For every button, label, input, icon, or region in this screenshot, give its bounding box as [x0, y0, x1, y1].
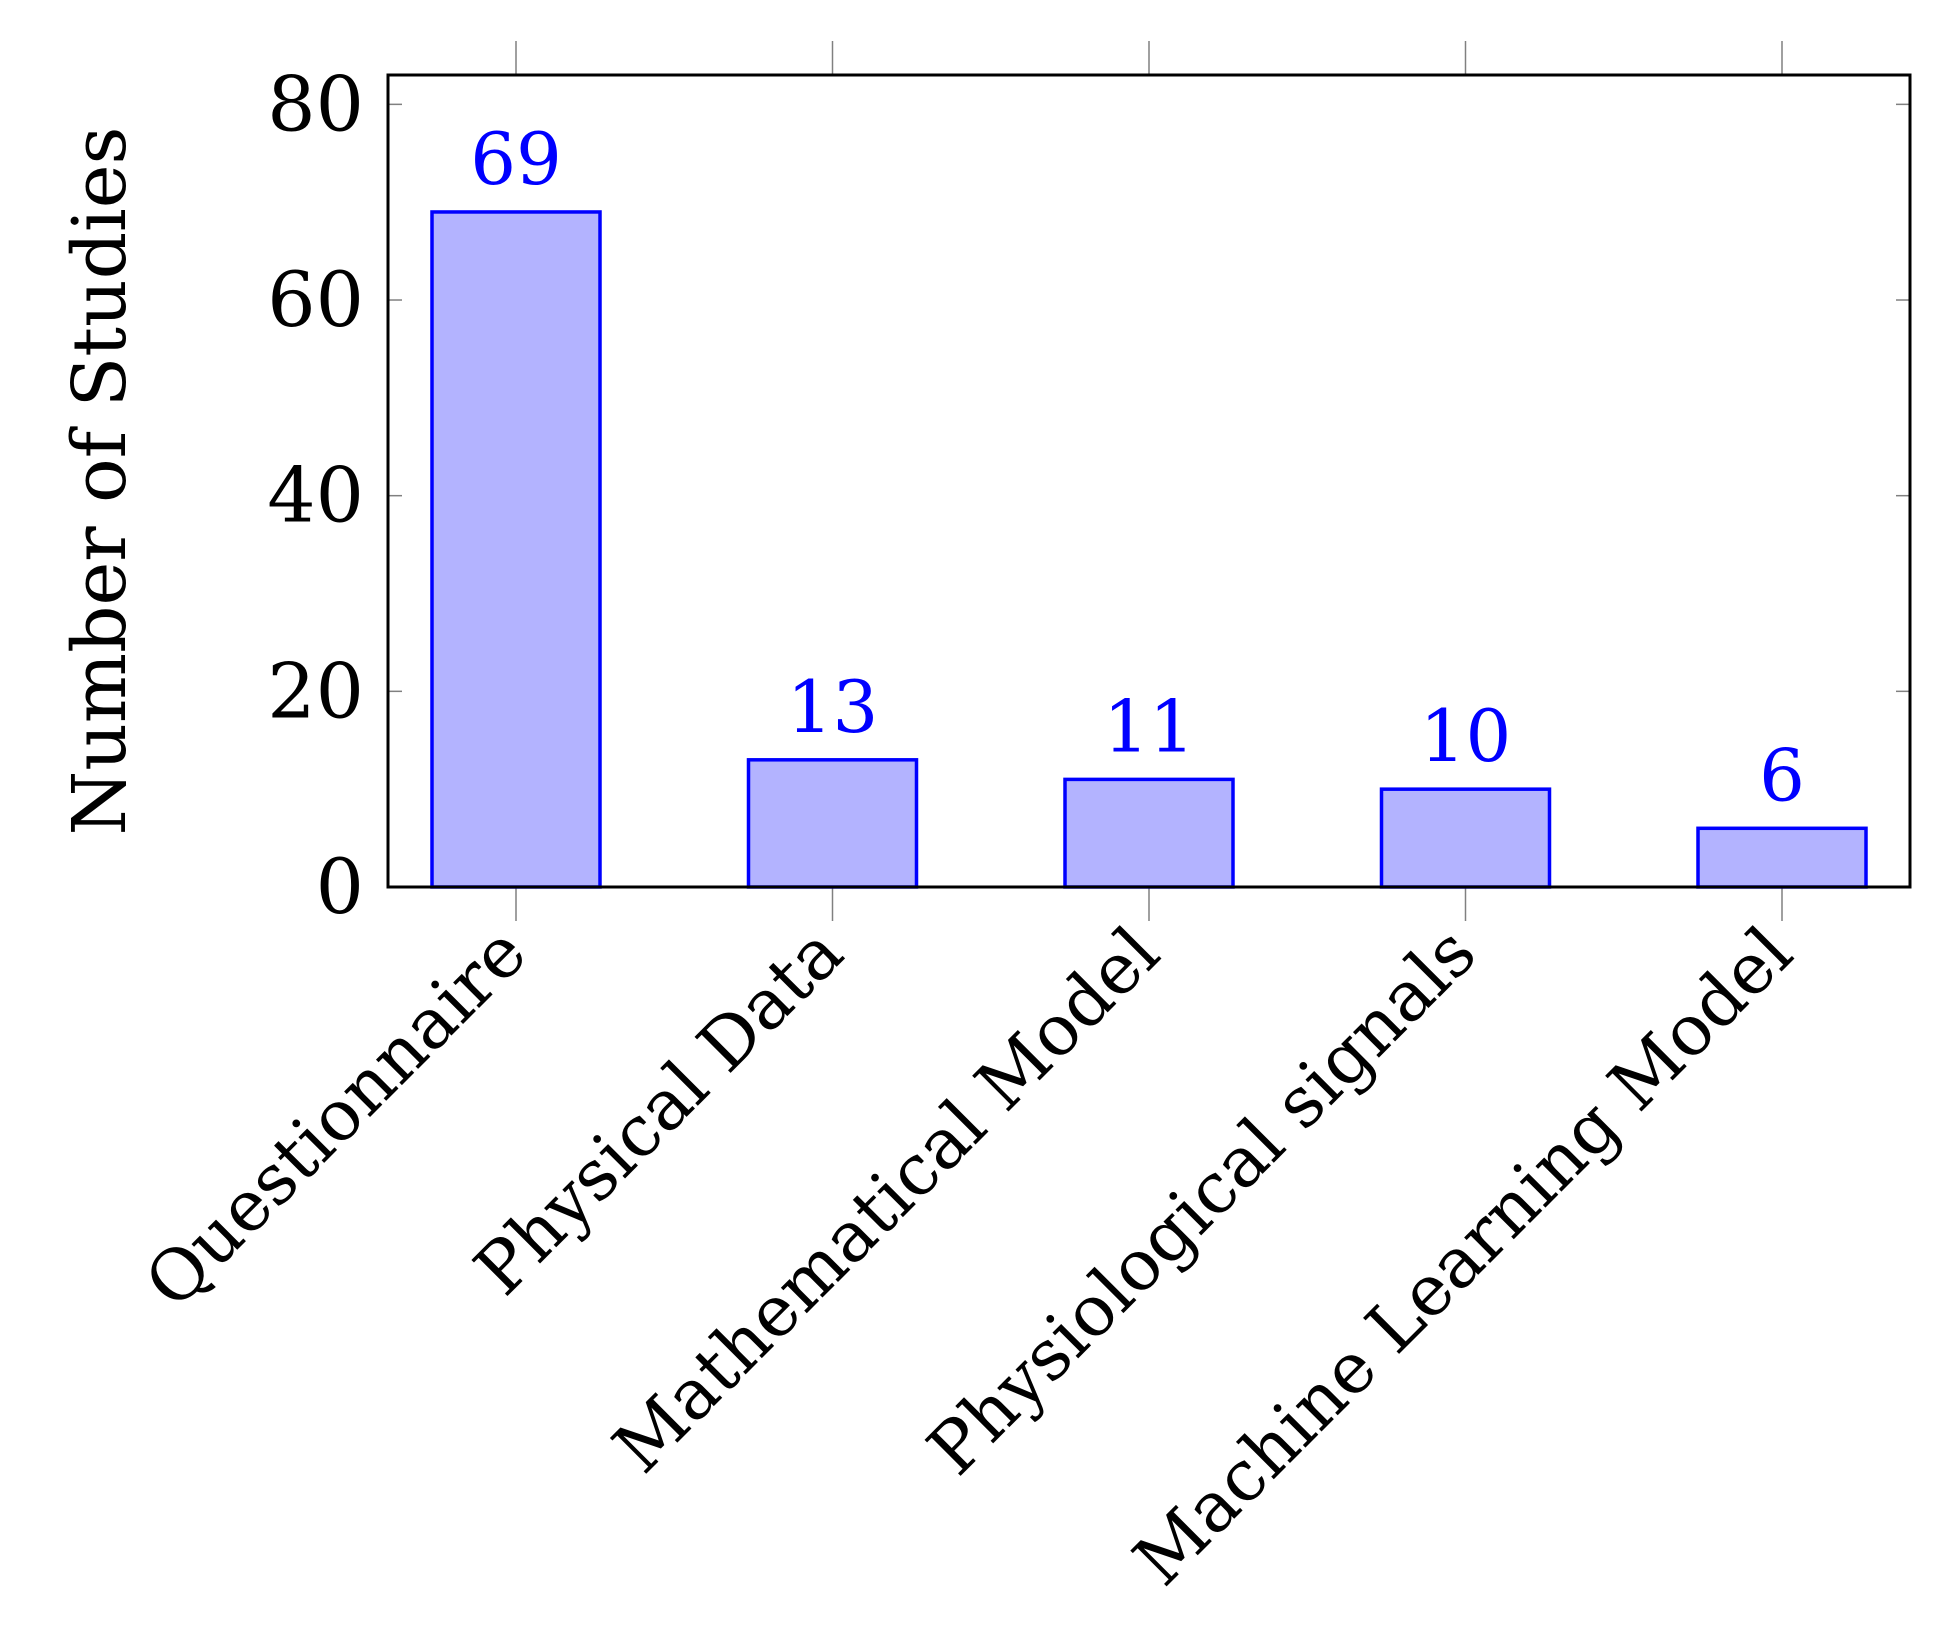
- y-axis-title: Number of Studies: [57, 127, 143, 836]
- data-label: 11: [1103, 684, 1195, 768]
- y-tick-labels: 0 20 40 60 80: [267, 59, 364, 931]
- bar-questionnaire: [430, 210, 602, 889]
- bar-mathematical-model: [1063, 777, 1235, 889]
- y-tick-label: 60: [267, 255, 364, 344]
- bar-physical-data: [746, 758, 919, 889]
- x-tick-label: Mathematical Model: [598, 911, 1175, 1488]
- data-labels: 69 13 11 10 6: [470, 117, 1805, 817]
- bar-physiological-signals: [1379, 787, 1552, 889]
- y-tick-label: 80: [267, 59, 364, 148]
- data-label: 6: [1759, 733, 1805, 817]
- bar-machine-learning-model: [1696, 826, 1868, 889]
- y-tick-label: 40: [267, 451, 364, 540]
- data-label: 10: [1420, 694, 1512, 778]
- plot-frame: [386, 73, 1912, 889]
- x-tick-label: Physiological signals: [912, 911, 1492, 1491]
- x-tick-label: Machine Learning Model: [1118, 911, 1808, 1601]
- data-label: 13: [787, 665, 879, 749]
- y-tick-label: 0: [316, 842, 364, 931]
- y-tick-label: 20: [267, 646, 364, 735]
- data-label: 69: [470, 117, 562, 201]
- tick-marks: [388, 41, 1910, 921]
- bars: [430, 210, 1868, 889]
